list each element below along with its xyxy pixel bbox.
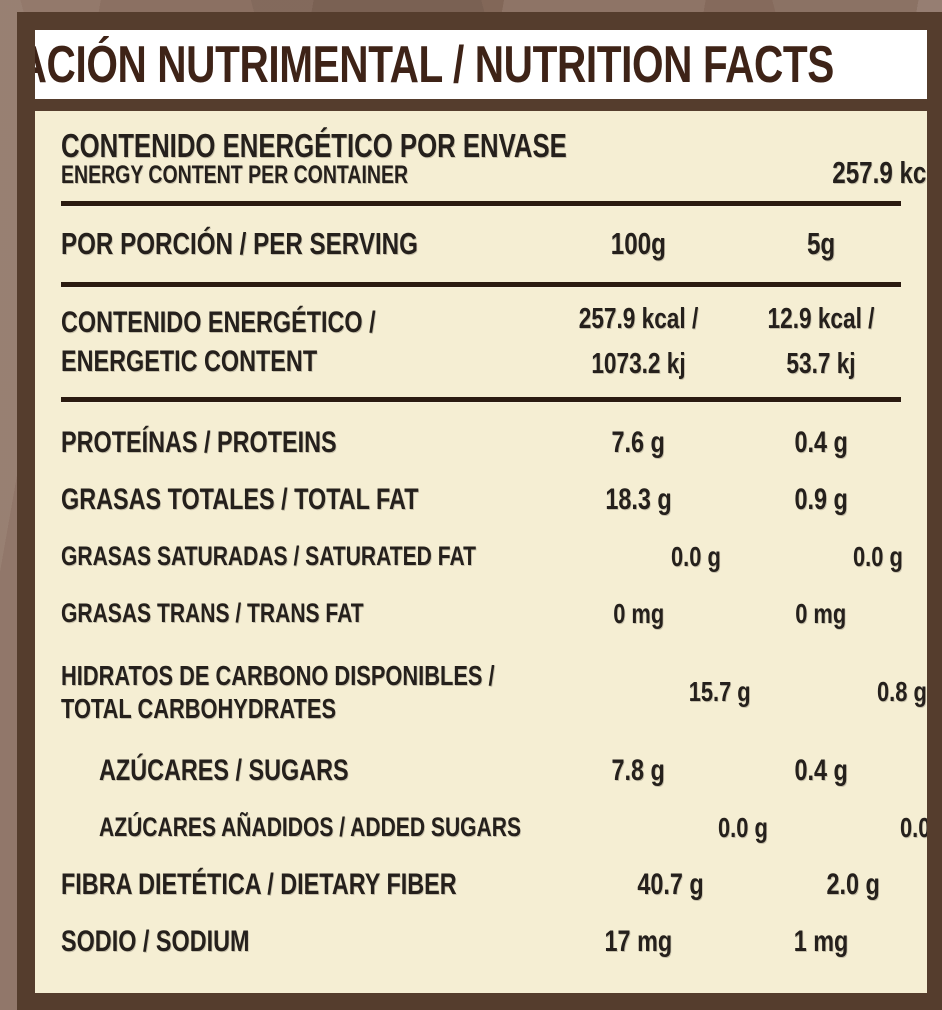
per-serving-col-100g: 100g bbox=[610, 226, 667, 261]
value-per-serving: 0.4 g bbox=[794, 425, 848, 459]
value-per-serving: 1 mg bbox=[793, 924, 849, 958]
row-sugars: AZÚCARES / SUGARS 7.8 g 0.4 g bbox=[61, 742, 901, 799]
row-saturated-fat: GRASAS SATURADAS / SATURATED FAT 0.0 g 0… bbox=[61, 528, 903, 585]
value-per-100g: 0.0 g bbox=[717, 811, 768, 843]
row-label: SODIO / SODIUM bbox=[61, 924, 250, 958]
value-per-100g: 15.7 g bbox=[688, 676, 751, 707]
row-label: HIDRATOS DE CARBONO DISPONIBLES / TOTAL … bbox=[61, 659, 495, 724]
page-title: DECLARACIÓN NUTRIMENTAL / NUTRITION FACT… bbox=[35, 35, 834, 94]
value-per-serving: 0.8 g bbox=[877, 676, 927, 707]
value-per-100g: 18.3 g bbox=[605, 482, 672, 516]
energy-per-container-label-en: ENERGY CONTENT PER CONTAINER bbox=[61, 160, 409, 189]
value-per-100g: 0.0 g bbox=[670, 540, 721, 572]
value-per-serving: 0 mg bbox=[795, 597, 847, 629]
value-per-100g: 40.7 g bbox=[637, 867, 704, 901]
row-label: PROTEÍNAS / PROTEINS bbox=[61, 425, 337, 459]
row-label: GRASAS SATURADAS / SATURATED FAT bbox=[61, 541, 476, 571]
per-serving-col-5g: 5g bbox=[806, 226, 836, 261]
value-per-serving: 2.0 g bbox=[826, 867, 880, 901]
value-per-100g: 7.6 g bbox=[611, 425, 666, 459]
value-per-100g: 7.8 g bbox=[611, 753, 666, 787]
row-total-carbohydrates: HIDRATOS DE CARBONO DISPONIBLES / TOTAL … bbox=[61, 642, 927, 742]
label-header: DECLARACIÓN NUTRIMENTAL / NUTRITION FACT… bbox=[35, 30, 927, 99]
row-sodium: SODIO / SODIUM 17 mg 1 mg bbox=[61, 913, 901, 970]
nutrition-panel: CONTENIDO ENERGÉTICO POR ENVASE ENERGY C… bbox=[35, 111, 927, 993]
row-label: AZÚCARES / SUGARS bbox=[99, 753, 349, 787]
section-energetic-content: CONTENIDO ENERGÉTICO / ENERGETIC CONTENT… bbox=[61, 287, 901, 397]
row-label: AZÚCARES AÑADIDOS / ADDED SUGARS bbox=[99, 812, 522, 842]
value-per-100g: 0 mg bbox=[613, 597, 664, 629]
value-per-serving: 0.9 g bbox=[794, 482, 848, 516]
per-serving-label: POR PORCIÓN / PER SERVING bbox=[61, 226, 418, 261]
value-per-serving: 0.4 g bbox=[794, 753, 848, 787]
row-label: GRASAS TOTALES / TOTAL FAT bbox=[61, 482, 419, 516]
row-dietary-fiber: FIBRA DIETÉTICA / DIETARY FIBER 40.7 g 2… bbox=[61, 856, 901, 913]
row-trans-fat: GRASAS TRANS / TRANS FAT 0 mg 0 mg bbox=[61, 585, 901, 642]
row-label: GRASAS TRANS / TRANS FAT bbox=[61, 598, 364, 628]
divider bbox=[61, 282, 901, 287]
energetic-content-per-100g: 257.9 kcal / 1073.2 kj bbox=[578, 303, 699, 380]
divider bbox=[61, 397, 901, 402]
value-per-serving: 0.0 g bbox=[853, 540, 903, 572]
value-per-100g: 17 mg bbox=[604, 924, 673, 958]
row-added-sugars: AZÚCARES AÑADIDOS / ADDED SUGARS 0.0 g 0… bbox=[61, 799, 927, 856]
energy-per-container-label: CONTENIDO ENERGÉTICO POR ENVASE ENERGY C… bbox=[61, 129, 709, 190]
value-per-serving: 0.0 g bbox=[900, 811, 927, 843]
energetic-content-per-serving: 12.9 kcal / 53.7 kj bbox=[767, 303, 875, 380]
row-total-fat: GRASAS TOTALES / TOTAL FAT 18.3 g 0.9 g bbox=[61, 471, 901, 528]
row-proteins: PROTEÍNAS / PROTEINS 7.6 g 0.4 g bbox=[61, 414, 901, 471]
section-energy-per-container: CONTENIDO ENERGÉTICO POR ENVASE ENERGY C… bbox=[61, 111, 927, 201]
section-per-serving: POR PORCIÓN / PER SERVING 100g 5g bbox=[61, 206, 901, 282]
energy-per-container-label-es: CONTENIDO ENERGÉTICO POR ENVASE bbox=[61, 126, 567, 164]
energetic-content-label: CONTENIDO ENERGÉTICO / ENERGETIC CONTENT bbox=[61, 306, 376, 378]
nutrient-rows: PROTEÍNAS / PROTEINS 7.6 g 0.4 g GRASAS … bbox=[61, 402, 927, 993]
label-frame: DECLARACIÓN NUTRIMENTAL / NUTRITION FACT… bbox=[17, 12, 942, 1010]
divider bbox=[61, 201, 901, 206]
energy-per-container-value: 257.9 kcal / 1073.2 kJ bbox=[832, 155, 927, 190]
row-label: FIBRA DIETÉTICA / DIETARY FIBER bbox=[61, 867, 457, 901]
